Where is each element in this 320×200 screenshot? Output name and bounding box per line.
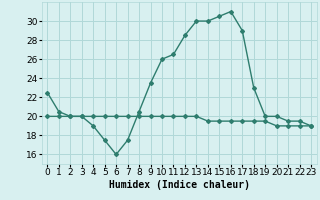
X-axis label: Humidex (Indice chaleur): Humidex (Indice chaleur) (109, 180, 250, 190)
